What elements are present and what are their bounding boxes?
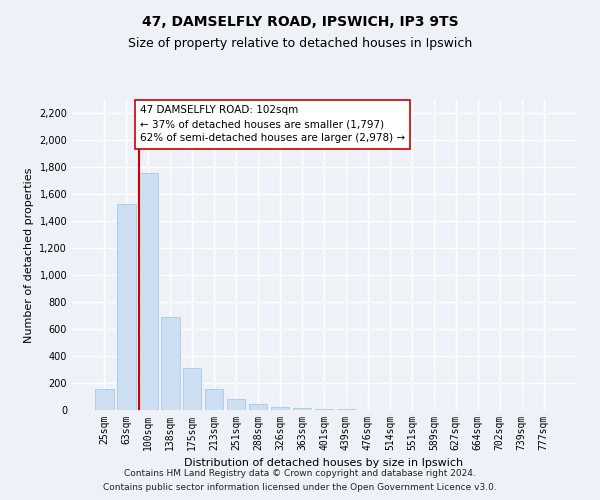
Text: 47, DAMSELFLY ROAD, IPSWICH, IP3 9TS: 47, DAMSELFLY ROAD, IPSWICH, IP3 9TS	[142, 15, 458, 29]
Bar	[249, 404, 268, 410]
Text: Contains public sector information licensed under the Open Government Licence v3: Contains public sector information licen…	[103, 484, 497, 492]
Bar	[183, 368, 202, 410]
X-axis label: Distribution of detached houses by size in Ipswich: Distribution of detached houses by size …	[184, 458, 464, 468]
Bar	[271, 406, 289, 410]
Bar	[205, 389, 223, 410]
Text: Size of property relative to detached houses in Ipswich: Size of property relative to detached ho…	[128, 38, 472, 51]
Text: Contains HM Land Registry data © Crown copyright and database right 2024.: Contains HM Land Registry data © Crown c…	[124, 468, 476, 477]
Bar	[161, 317, 179, 410]
Bar	[293, 408, 311, 410]
Bar	[314, 408, 334, 410]
Text: 47 DAMSELFLY ROAD: 102sqm
← 37% of detached houses are smaller (1,797)
62% of se: 47 DAMSELFLY ROAD: 102sqm ← 37% of detac…	[140, 106, 405, 144]
Bar	[95, 389, 113, 410]
Bar	[139, 173, 158, 410]
Y-axis label: Number of detached properties: Number of detached properties	[24, 168, 34, 342]
Bar	[227, 399, 245, 410]
Bar	[117, 204, 136, 410]
